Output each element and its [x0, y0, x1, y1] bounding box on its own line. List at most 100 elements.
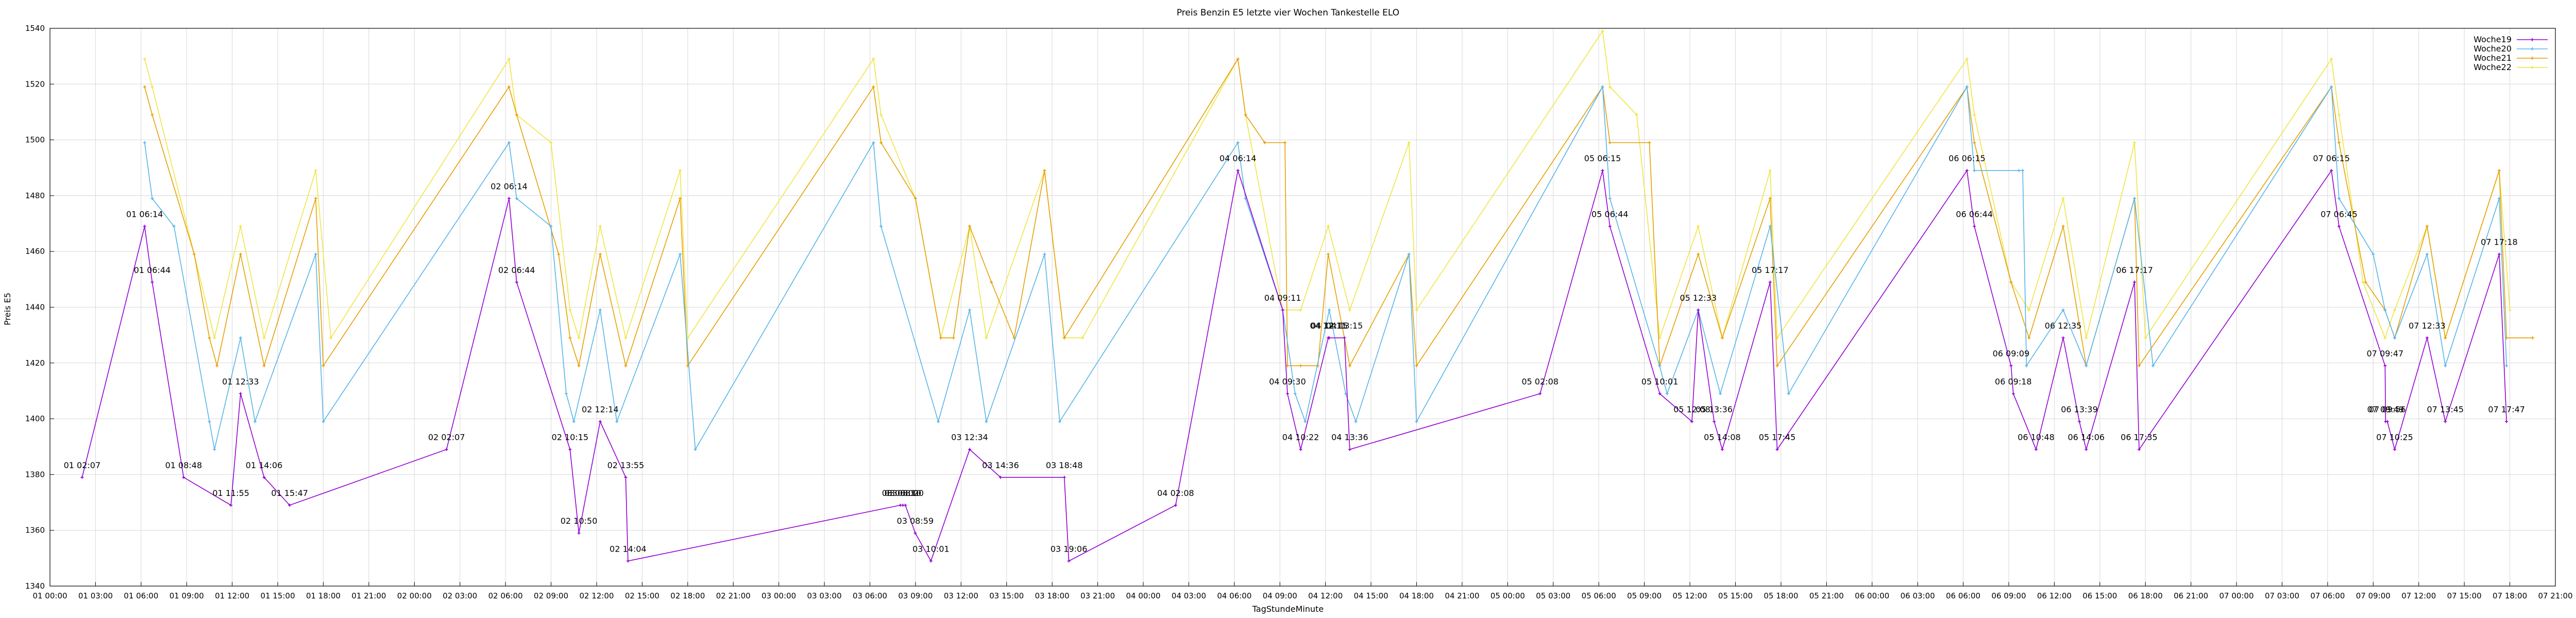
legend-label: Woche22	[2473, 62, 2512, 72]
data-label: 02 10:15	[552, 433, 589, 442]
x-tick-label: 07 09:00	[2356, 591, 2391, 600]
data-point	[2133, 280, 2137, 284]
data-point	[1281, 308, 1284, 312]
data-point	[80, 475, 84, 479]
data-label: 03 10:01	[912, 544, 950, 554]
data-point	[1768, 169, 1772, 173]
data-point	[1236, 169, 1240, 173]
data-point	[1328, 336, 1331, 340]
data-point	[1965, 169, 1969, 173]
legend-marker	[2531, 47, 2534, 50]
x-tick-label: 06 06:00	[1946, 591, 1980, 600]
data-point	[624, 475, 628, 479]
data-point	[1283, 141, 1287, 145]
data-point	[2330, 169, 2333, 173]
data-label: 06 13:39	[2061, 405, 2098, 415]
data-point	[2061, 197, 2065, 200]
data-point	[568, 448, 572, 451]
data-point	[2444, 420, 2447, 423]
x-tick-label: 07 12:00	[2401, 591, 2436, 600]
data-label: 06 06:15	[1948, 153, 1986, 163]
data-point	[150, 85, 154, 89]
x-tick-label: 07 06:00	[2310, 591, 2345, 600]
data-label: 06 17:17	[2116, 265, 2153, 275]
y-tick-label: 1500	[25, 135, 45, 145]
data-label: 06 09:09	[1993, 349, 2030, 358]
x-tick-label: 03 12:00	[944, 591, 978, 600]
data-label: 06 17:35	[2121, 433, 2158, 442]
data-label: 05 02:08	[1521, 376, 1558, 386]
data-label: 02 13:55	[607, 460, 645, 470]
data-point	[568, 336, 572, 340]
data-point	[2078, 420, 2081, 423]
data-point	[2425, 252, 2429, 256]
x-axis-label: TagStundeMinute	[1252, 604, 1324, 614]
legend-label: Woche21	[2473, 53, 2512, 63]
data-point	[1236, 57, 1240, 61]
data-point	[1697, 225, 1700, 228]
data-label: 07 12:33	[2409, 321, 2446, 331]
plot-frame	[49, 28, 2556, 587]
data-point	[904, 503, 907, 507]
data-point	[2385, 420, 2389, 423]
data-point	[598, 308, 602, 312]
data-point	[549, 141, 553, 145]
data-point	[1601, 169, 1604, 173]
data-point	[679, 197, 682, 200]
data-point	[213, 448, 216, 451]
data-point	[321, 420, 325, 423]
data-label: 05 10:01	[1641, 376, 1679, 386]
y-tick-label: 1440	[25, 303, 45, 312]
data-label: 02 10:50	[561, 516, 598, 526]
series-line	[81, 169, 2507, 562]
data-point	[1286, 364, 1290, 368]
data-label: 05 13:36	[1696, 405, 1733, 415]
x-tick-label: 06 00:00	[1855, 591, 1889, 600]
x-tick-label: 06 09:00	[1991, 591, 2026, 600]
x-tick-label: 01 18:00	[306, 591, 341, 600]
data-point	[1236, 141, 1240, 145]
data-point	[2337, 197, 2341, 200]
x-tick-label: 03 06:00	[853, 591, 887, 600]
data-label: 03 08:20	[887, 488, 924, 498]
data-point	[598, 252, 602, 256]
data-label: 07 06:45	[2320, 209, 2358, 219]
y-tick-label: 1480	[25, 191, 45, 200]
x-tick-label: 05 18:00	[1764, 591, 1798, 600]
data-point	[2444, 336, 2447, 340]
data-point	[2137, 448, 2141, 451]
x-tick-label: 06 03:00	[1901, 591, 1935, 600]
data-point	[1665, 392, 1669, 396]
x-tick-label: 01 15:00	[261, 591, 295, 600]
x-tick-label: 05 12:00	[1673, 591, 1707, 600]
data-label: 06 10:48	[2018, 433, 2055, 442]
data-point	[929, 559, 933, 563]
data-point	[1648, 141, 1651, 145]
data-label: 06 14:06	[2068, 433, 2105, 442]
data-point	[208, 420, 211, 423]
data-point	[1348, 448, 1351, 451]
data-point	[239, 336, 242, 340]
data-point	[321, 364, 325, 368]
data-label: 07 09:56	[2369, 405, 2406, 415]
data-point	[507, 141, 511, 145]
data-point	[262, 364, 266, 368]
series-layer	[80, 29, 2534, 563]
x-tick-label: 04 06:00	[1217, 591, 1251, 600]
data-label: 01 02:07	[64, 460, 101, 470]
x-tick-label: 03 03:00	[807, 591, 842, 600]
data-point	[572, 420, 575, 423]
data-point	[239, 392, 242, 396]
data-point	[2383, 364, 2387, 368]
data-point	[507, 85, 511, 89]
data-label: 01 12:33	[222, 376, 259, 386]
data-point	[2337, 141, 2341, 145]
data-point	[1965, 85, 1969, 89]
y-tick-label: 1340	[25, 581, 45, 591]
data-point	[913, 197, 917, 200]
x-tick-label: 05 15:00	[1718, 591, 1753, 600]
x-tick-label: 07 03:00	[2265, 591, 2299, 600]
data-point	[1415, 364, 1418, 368]
legend-marker	[2531, 66, 2534, 69]
data-point	[229, 503, 233, 507]
